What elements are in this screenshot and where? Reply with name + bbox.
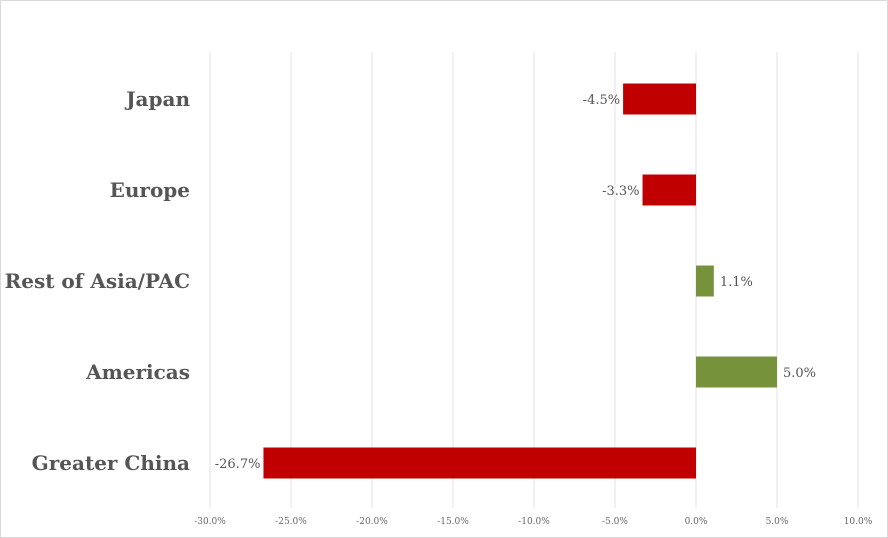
bar — [263, 447, 696, 479]
bar — [696, 265, 714, 297]
x-tick-label: 5.0% — [766, 517, 789, 527]
bar — [642, 174, 696, 206]
x-tick-label: -10.0% — [518, 517, 550, 527]
category-label: Rest of Asia/PAC — [5, 269, 190, 293]
data-label: 5.0% — [783, 366, 816, 381]
bars — [263, 83, 777, 479]
data-label: 1.1% — [720, 275, 753, 290]
x-axis-tick-labels: -30.0% -25.0% -20.0% -15.0% -10.0% -5.0% 0.0% 5… — [194, 517, 873, 527]
bar — [696, 356, 777, 388]
x-tick-label: -25.0% — [275, 517, 307, 527]
category-label: Greater China — [32, 451, 190, 475]
category-label: Japan — [124, 87, 190, 111]
category-label: Europe — [110, 178, 190, 202]
x-tick-label: -5.0% — [602, 517, 628, 527]
x-tick-label: 0.0% — [685, 517, 708, 527]
category-label: Americas — [85, 360, 190, 384]
bar — [623, 83, 696, 115]
data-label: -26.7% — [215, 457, 261, 472]
x-tick-label: -20.0% — [356, 517, 388, 527]
data-label: -4.5% — [583, 93, 620, 108]
x-tick-label: 10.0% — [844, 517, 873, 527]
gridlines — [209, 52, 859, 508]
x-tick-label: -30.0% — [194, 517, 226, 527]
category-labels: Japan Europe Rest of Asia/PAC Americas Great… — [5, 87, 191, 475]
x-tick-label: -15.0% — [437, 517, 469, 527]
data-label: -3.3% — [602, 184, 639, 199]
value-labels: -4.5% -3.3% 1.1% 5.0% -26.7% — [215, 93, 816, 472]
